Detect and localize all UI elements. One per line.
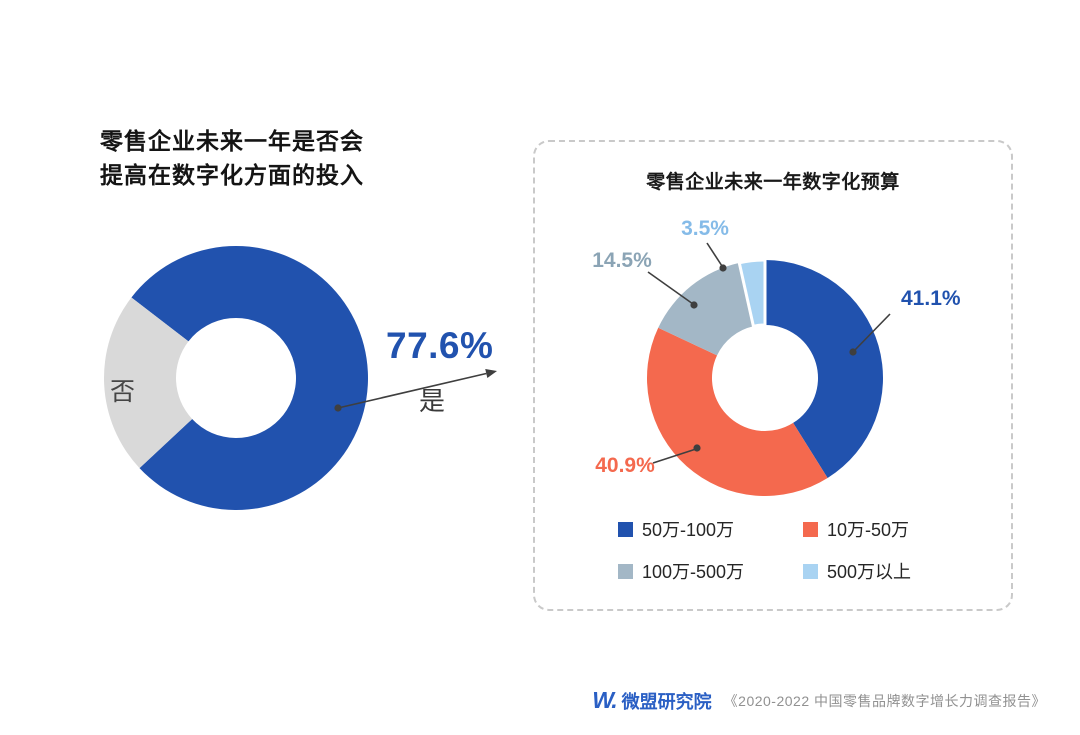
left-donut-no-slice-label: 否 — [110, 378, 136, 406]
legend-item-50w-100w: 50万-100万 — [618, 516, 803, 542]
footer: W. 微盟研究院 《2020-2022 中国零售品牌数字增长力调查报告》 — [592, 687, 1046, 714]
left-chart-title: 零售企业未来一年是否会 提高在数字化方面的投入 — [100, 124, 364, 192]
right-chart-legend: 50万-100万 10万-50万 100万-500万 500万以上 — [618, 516, 998, 584]
legend-label: 10万-50万 — [827, 520, 910, 540]
left-donut-chart — [103, 246, 368, 511]
legend-label: 50万-100万 — [642, 520, 735, 540]
left-chart-title-line2: 提高在数字化方面的投入 — [100, 162, 364, 188]
pct-label-10w-50w: 40.9% — [595, 454, 655, 477]
legend-item-500w-plus: 500万以上 — [803, 558, 998, 584]
right-chart-panel — [533, 140, 1013, 611]
legend-swatch-light-blue — [803, 563, 818, 579]
left-callout-label: 是 — [419, 386, 446, 416]
legend-swatch-gray-blue — [618, 563, 633, 579]
left-callout-value: 77.6% — [386, 325, 494, 366]
legend-label: 500万以上 — [827, 562, 912, 582]
donut-slice-是 — [131, 246, 368, 511]
left-chart-title-line1: 零售企业未来一年是否会 — [100, 128, 364, 154]
legend-swatch-orange — [803, 521, 818, 537]
legend-item-100w-500w: 100万-500万 — [618, 558, 803, 584]
report-source-text: 《2020-2022 中国零售品牌数字增长力调查报告》 — [723, 692, 1046, 709]
legend-swatch-blue — [618, 521, 633, 537]
weimob-logo-text: 微盟研究院 — [621, 691, 712, 712]
pct-label-50w-100w: 41.1% — [901, 287, 961, 310]
legend-label: 100万-500万 — [642, 562, 745, 582]
pct-label-500w-plus: 3.5% — [681, 217, 729, 240]
legend-item-10w-50w: 10万-50万 — [803, 516, 998, 542]
right-chart-title: 零售企业未来一年数字化预算 — [646, 172, 900, 193]
pct-label-100w-500w: 14.5% — [592, 249, 652, 272]
weimob-logo-icon: W. — [592, 687, 617, 713]
